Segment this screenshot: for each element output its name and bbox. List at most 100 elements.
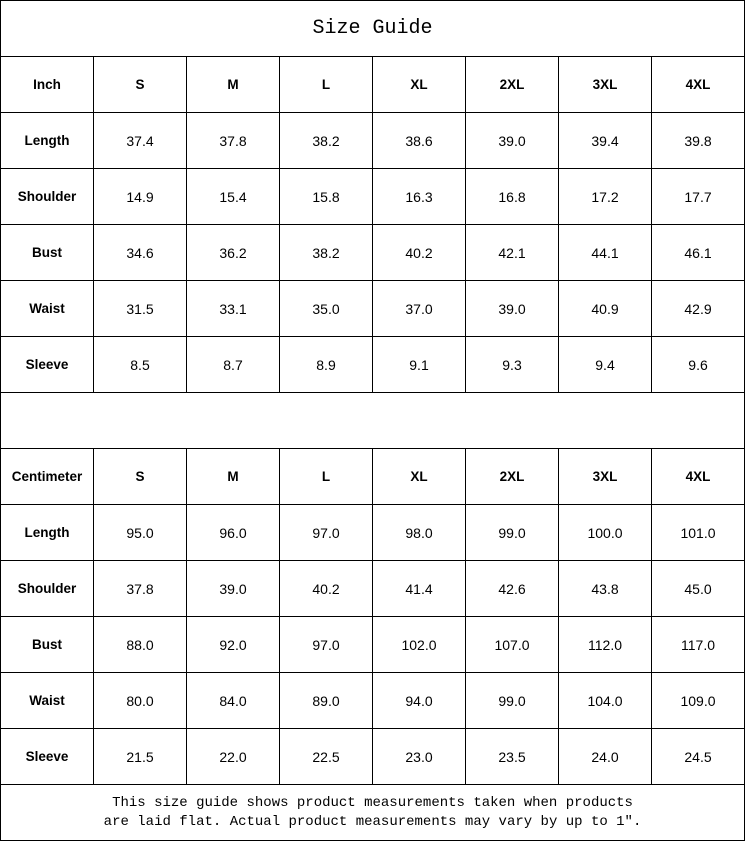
table-row: Length 37.4 37.8 38.2 38.6 39.0 39.4 39.8 xyxy=(0,112,745,169)
table-row: Length 95.0 96.0 97.0 98.0 99.0 100.0 101.0 xyxy=(0,504,745,561)
measurement-cell: 34.6 xyxy=(93,224,187,281)
row-label: Sleeve xyxy=(0,728,94,785)
size-header: 3XL xyxy=(558,448,652,505)
measurement-cell: 35.0 xyxy=(279,280,373,337)
measurement-cell: 37.8 xyxy=(186,112,280,169)
measurement-cell: 31.5 xyxy=(93,280,187,337)
measurement-cell: 21.5 xyxy=(93,728,187,785)
table-row: Bust 34.6 36.2 38.2 40.2 42.1 44.1 46.1 xyxy=(0,224,745,281)
measurement-cell: 112.0 xyxy=(558,616,652,673)
measurement-cell: 107.0 xyxy=(465,616,559,673)
measurement-cell: 33.1 xyxy=(186,280,280,337)
measurement-cell: 8.9 xyxy=(279,336,373,393)
measurement-cell: 117.0 xyxy=(650,616,745,673)
measurement-cell: 45.0 xyxy=(650,560,745,617)
measurement-cell: 37.0 xyxy=(372,280,466,337)
table-row: Waist 31.5 33.1 35.0 37.0 39.0 40.9 42.9 xyxy=(0,280,745,337)
measurement-cell: 89.0 xyxy=(279,672,373,729)
row-label: Shoulder xyxy=(0,168,94,225)
measurement-note: This size guide shows product measuremen… xyxy=(0,784,745,841)
measurement-cell: 14.9 xyxy=(93,168,187,225)
measurement-cell: 17.2 xyxy=(558,168,652,225)
measurement-cell: 22.0 xyxy=(186,728,280,785)
spacer-row xyxy=(0,392,745,449)
size-header: 4XL xyxy=(650,448,745,505)
row-label: Waist xyxy=(0,672,94,729)
measurement-cell: 39.8 xyxy=(650,112,745,169)
measurement-cell: 38.6 xyxy=(372,112,466,169)
measurement-cell: 104.0 xyxy=(558,672,652,729)
measurement-cell: 42.6 xyxy=(465,560,559,617)
measurement-cell: 41.4 xyxy=(372,560,466,617)
measurement-cell: 9.6 xyxy=(650,336,745,393)
measurement-cell: 88.0 xyxy=(93,616,187,673)
measurement-cell: 16.3 xyxy=(372,168,466,225)
measurement-cell: 23.5 xyxy=(465,728,559,785)
measurement-cell: 24.5 xyxy=(650,728,745,785)
size-header: XL xyxy=(372,56,466,113)
measurement-cell: 17.7 xyxy=(650,168,745,225)
measurement-cell: 97.0 xyxy=(279,616,373,673)
measurement-cell: 23.0 xyxy=(372,728,466,785)
title-row: Size Guide xyxy=(0,0,745,57)
measurement-cell: 39.0 xyxy=(186,560,280,617)
measurement-cell: 94.0 xyxy=(372,672,466,729)
measurement-cell: 39.0 xyxy=(465,280,559,337)
measurement-cell: 39.0 xyxy=(465,112,559,169)
size-header: 2XL xyxy=(465,448,559,505)
measurement-cell: 109.0 xyxy=(650,672,745,729)
measurement-cell: 15.4 xyxy=(186,168,280,225)
size-header: M xyxy=(186,448,280,505)
measurement-cell: 38.2 xyxy=(279,112,373,169)
measurement-cell: 46.1 xyxy=(650,224,745,281)
size-header: L xyxy=(279,448,373,505)
measurement-cell: 99.0 xyxy=(465,504,559,561)
row-label: Sleeve xyxy=(0,336,94,393)
measurement-cell: 80.0 xyxy=(93,672,187,729)
unit-header: Centimeter xyxy=(0,448,94,505)
measurement-cell: 8.5 xyxy=(93,336,187,393)
note-row: This size guide shows product measuremen… xyxy=(0,784,745,841)
measurement-cell: 95.0 xyxy=(93,504,187,561)
table-row: Shoulder 14.9 15.4 15.8 16.3 16.8 17.2 17.7 xyxy=(0,168,745,225)
table-row: Sleeve 8.5 8.7 8.9 9.1 9.3 9.4 9.6 xyxy=(0,336,745,393)
measurement-cell: 37.4 xyxy=(93,112,187,169)
size-header: 2XL xyxy=(465,56,559,113)
note-line-1: This size guide shows product measuremen… xyxy=(112,794,633,811)
row-label: Bust xyxy=(0,224,94,281)
measurement-cell: 100.0 xyxy=(558,504,652,561)
measurement-cell: 8.7 xyxy=(186,336,280,393)
measurement-cell: 16.8 xyxy=(465,168,559,225)
measurement-cell: 42.9 xyxy=(650,280,745,337)
measurement-cell: 38.2 xyxy=(279,224,373,281)
spacer-cell xyxy=(0,392,745,449)
row-label: Bust xyxy=(0,616,94,673)
measurement-cell: 15.8 xyxy=(279,168,373,225)
row-label: Length xyxy=(0,504,94,561)
table-row: Waist 80.0 84.0 89.0 94.0 99.0 104.0 109.0 xyxy=(0,672,745,729)
measurement-cell: 40.2 xyxy=(372,224,466,281)
note-line-2: are laid flat. Actual product measuremen… xyxy=(103,813,642,830)
measurement-cell: 40.2 xyxy=(279,560,373,617)
measurement-cell: 44.1 xyxy=(558,224,652,281)
measurement-cell: 97.0 xyxy=(279,504,373,561)
size-header: XL xyxy=(372,448,466,505)
measurement-cell: 9.4 xyxy=(558,336,652,393)
page-title: Size Guide xyxy=(0,0,745,57)
table-row: Bust 88.0 92.0 97.0 102.0 107.0 112.0 117.0 xyxy=(0,616,745,673)
size-header: 4XL xyxy=(650,56,745,113)
measurement-cell: 101.0 xyxy=(650,504,745,561)
size-header: L xyxy=(279,56,373,113)
measurement-cell: 37.8 xyxy=(93,560,187,617)
header-row: Centimeter S M L XL 2XL 3XL 4XL xyxy=(0,448,745,505)
measurement-cell: 43.8 xyxy=(558,560,652,617)
measurement-cell: 96.0 xyxy=(186,504,280,561)
table-row: Shoulder 37.8 39.0 40.2 41.4 42.6 43.8 45.0 xyxy=(0,560,745,617)
measurement-cell: 24.0 xyxy=(558,728,652,785)
measurement-cell: 98.0 xyxy=(372,504,466,561)
size-header: S xyxy=(93,56,187,113)
measurement-cell: 9.3 xyxy=(465,336,559,393)
row-label: Length xyxy=(0,112,94,169)
measurement-cell: 92.0 xyxy=(186,616,280,673)
